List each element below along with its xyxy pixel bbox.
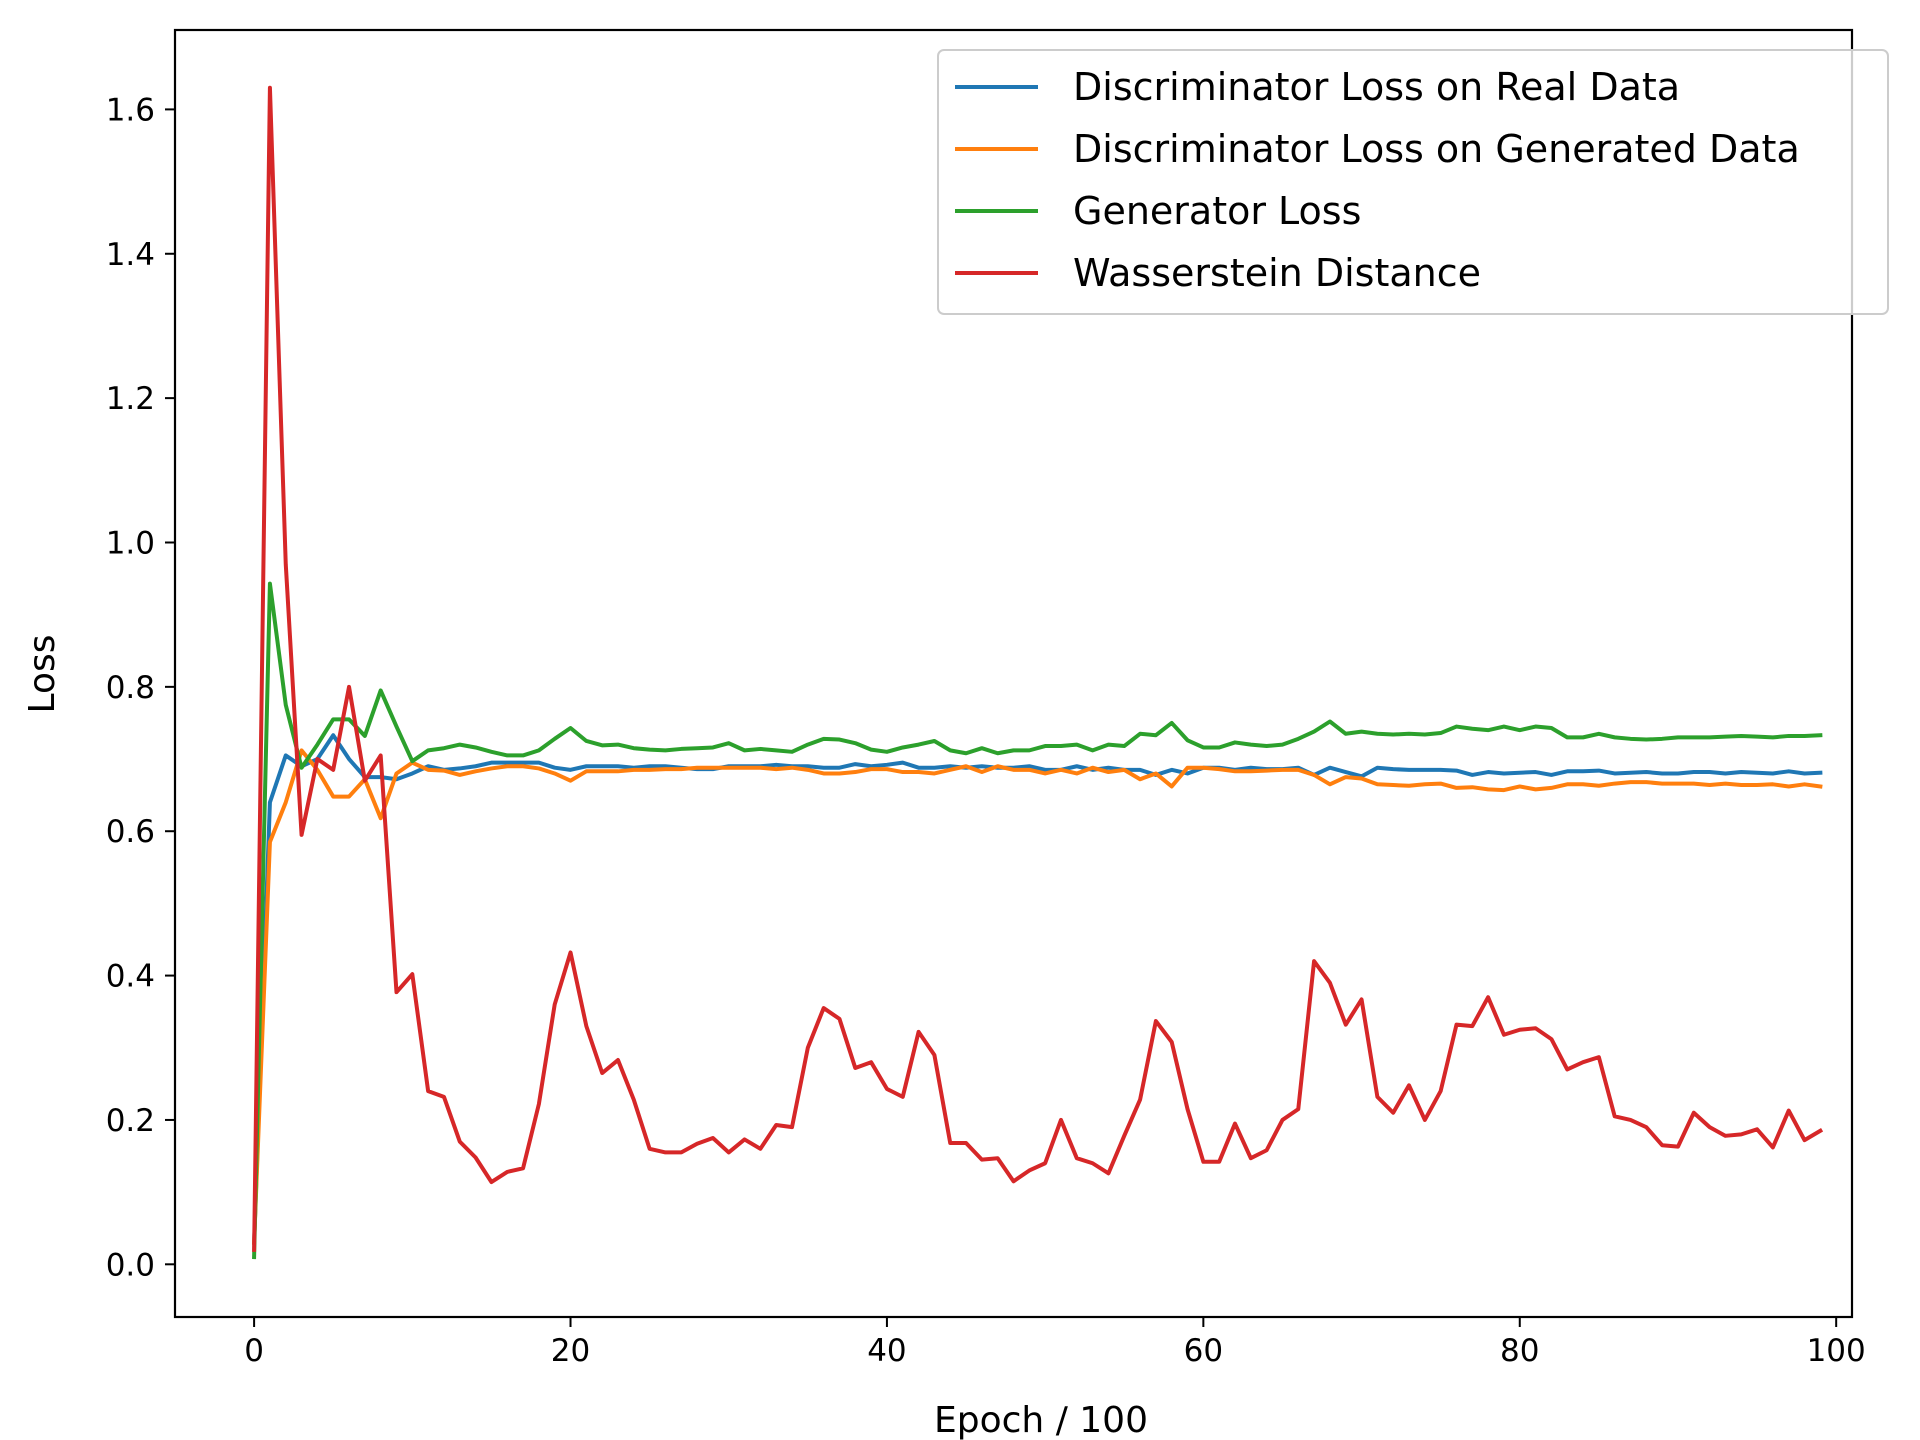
y-tick-label-8: 1.6	[106, 92, 155, 128]
series-line-2	[252, 748, 1823, 1245]
x-tick-label-0: 0	[244, 1333, 264, 1369]
plot-frame	[173, 28, 1854, 1319]
y-axis-title: Loss	[22, 635, 63, 714]
y-tick-label-7: 1.4	[106, 237, 155, 273]
series-line-1	[252, 733, 1823, 1245]
legend-box	[937, 49, 1889, 315]
x-axis-title: Epoch / 100	[934, 1400, 1148, 1440]
legend-label-3: Generator Loss	[1073, 189, 1361, 233]
x-tick-label-1: 20	[551, 1333, 590, 1369]
x-tick-label-2: 40	[867, 1333, 906, 1369]
x-tick-label-4: 80	[1500, 1333, 1539, 1369]
x-tick-label-5: 100	[1807, 1333, 1866, 1369]
y-tick-label-0: 0.0	[106, 1247, 155, 1283]
y-tick-label-1: 0.2	[106, 1103, 155, 1139]
legend-label-2: Discriminator Loss on Generated Data	[1073, 127, 1800, 171]
series-line-4	[252, 85, 1824, 1252]
y-tick-label-3: 0.6	[106, 814, 155, 850]
series-layer	[252, 85, 1824, 1260]
legend-label-4: Wasserstein Distance	[1073, 251, 1481, 295]
legend-label-1: Discriminator Loss on Real Data	[1073, 65, 1680, 109]
y-tick-label-2: 0.4	[106, 959, 155, 995]
series-line-3	[252, 581, 1823, 1260]
y-tick-label-5: 1.0	[106, 525, 155, 561]
legend: Discriminator Loss on Real Data Discrimin…	[937, 49, 1889, 315]
y-tick-label-4: 0.8	[106, 670, 155, 706]
x-tick-label-3: 60	[1184, 1333, 1223, 1369]
y-tick-label-6: 1.2	[106, 381, 155, 417]
x-axis: 0 20 40 60 80 100	[244, 1317, 1866, 1369]
y-axis: 0.0 0.2 0.4 0.6 0.8 1.0 1.2 1.4 1.6	[106, 92, 175, 1283]
